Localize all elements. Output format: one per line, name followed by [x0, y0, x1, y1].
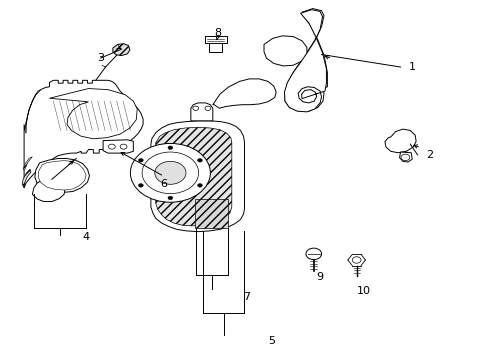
Text: 7: 7 [243, 292, 250, 302]
Circle shape [197, 158, 202, 162]
Polygon shape [399, 152, 411, 162]
Circle shape [155, 161, 185, 184]
Text: 5: 5 [267, 336, 274, 346]
Text: 6: 6 [160, 179, 167, 189]
Polygon shape [24, 80, 143, 188]
Polygon shape [156, 127, 231, 226]
Bar [194, 199, 227, 228]
Polygon shape [384, 129, 415, 153]
Polygon shape [151, 121, 244, 231]
Polygon shape [22, 169, 31, 188]
Circle shape [197, 184, 202, 187]
Text: 1: 1 [408, 62, 415, 72]
Circle shape [305, 248, 321, 260]
Circle shape [167, 146, 172, 149]
Circle shape [142, 152, 198, 194]
Polygon shape [284, 10, 326, 112]
Polygon shape [264, 36, 306, 66]
Circle shape [192, 106, 198, 111]
Circle shape [138, 184, 143, 187]
Text: 4: 4 [82, 232, 89, 242]
Polygon shape [103, 140, 133, 153]
Polygon shape [32, 179, 65, 202]
Polygon shape [25, 90, 41, 134]
Circle shape [138, 158, 143, 162]
Polygon shape [285, 9, 327, 111]
Circle shape [130, 143, 210, 202]
Circle shape [120, 144, 127, 149]
Circle shape [400, 154, 409, 161]
Polygon shape [38, 161, 86, 190]
Circle shape [108, 144, 115, 149]
Polygon shape [212, 79, 276, 108]
Polygon shape [190, 103, 212, 121]
Text: 8: 8 [214, 28, 221, 38]
Circle shape [204, 106, 210, 111]
Polygon shape [23, 157, 32, 169]
Text: 9: 9 [316, 272, 323, 282]
Bar [209, 43, 222, 51]
Bar [204, 36, 226, 43]
Circle shape [351, 257, 360, 263]
Polygon shape [113, 44, 130, 55]
Text: 10: 10 [356, 286, 370, 296]
Text: 3: 3 [97, 53, 104, 63]
Circle shape [167, 196, 172, 200]
Polygon shape [49, 89, 137, 139]
Text: 2: 2 [426, 150, 432, 160]
Polygon shape [35, 158, 89, 193]
